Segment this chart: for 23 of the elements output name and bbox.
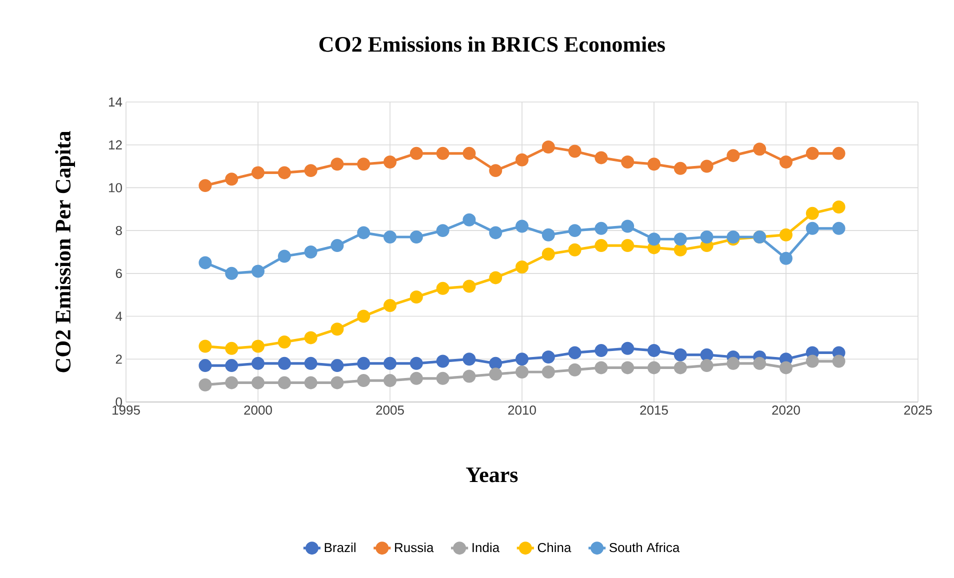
- x-tick-label: 2025: [904, 406, 932, 415]
- y-tick-label: 14: [109, 98, 122, 106]
- y-tick-label: 6: [116, 268, 122, 278]
- x-tick-label: 2005: [376, 406, 404, 415]
- x-tick-label: 1995: [112, 406, 140, 415]
- y-tick-label: 12: [109, 140, 122, 150]
- y-tick-label: 4: [116, 312, 122, 321]
- y-tick-label: 2: [116, 354, 122, 364]
- legend-label: China: [538, 542, 572, 552]
- x-tick-label: 2010: [508, 406, 536, 415]
- legend-label: Brazil: [324, 542, 356, 552]
- y-axis-title: CO2 Emission Per Capita: [55, 131, 76, 372]
- legend-label: Russia: [395, 542, 434, 552]
- legend-label: India: [472, 542, 500, 552]
- x-tick-label: 2020: [772, 406, 800, 415]
- legend-label: South Africa: [609, 542, 680, 552]
- x-axis-title: Years: [466, 468, 518, 482]
- x-tick-label: 2015: [640, 406, 668, 415]
- y-tick-label: 8: [116, 226, 122, 236]
- y-tick-label: 10: [109, 183, 122, 192]
- chart-title: CO2 Emissions in BRICS Economies: [319, 36, 665, 52]
- x-tick-label: 2000: [244, 406, 272, 415]
- y-tick-label: 0: [116, 397, 122, 407]
